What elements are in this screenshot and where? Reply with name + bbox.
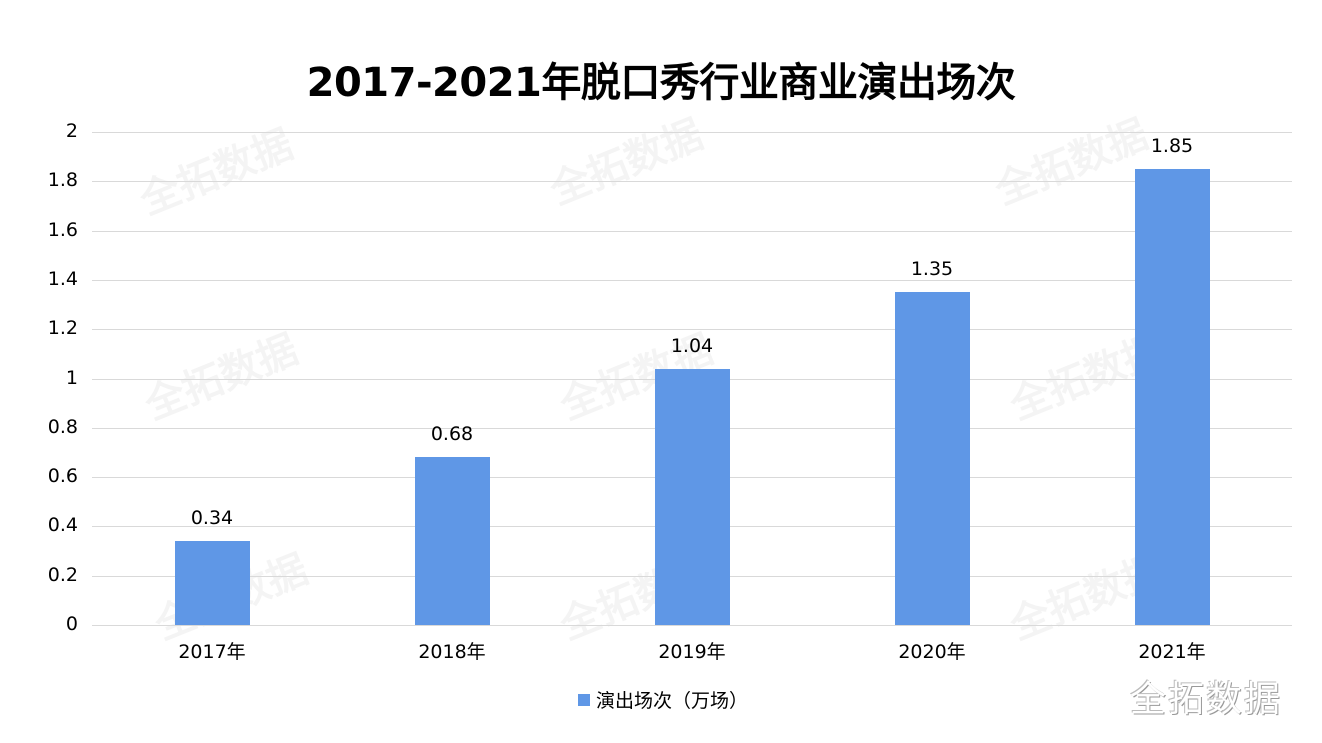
x-tick-label: 2018年	[418, 641, 486, 663]
x-tick-label: 2017年	[178, 641, 246, 663]
data-label: 1.04	[670, 334, 714, 357]
y-tick-label: 2	[65, 120, 78, 142]
plot-area: 0.34 0.68 1.04 1.35 1.85	[92, 132, 1292, 626]
gridline	[92, 132, 1292, 133]
gridline	[92, 279, 1292, 281]
data-label: 0.34	[190, 507, 234, 530]
y-tick-label: 1.6	[47, 218, 78, 241]
y-tick-label: 0.8	[47, 415, 78, 438]
gridline	[92, 625, 1292, 626]
y-tick-label: 0.2	[47, 563, 78, 586]
y-tick-label: 0.4	[47, 514, 78, 537]
x-tick-label: 2020年	[898, 641, 966, 663]
y-tick-label: 1.8	[47, 169, 78, 192]
gridline	[92, 230, 1292, 232]
x-tick-label: 2019年	[658, 641, 726, 663]
legend-label: 演出场次（万场）	[596, 690, 749, 712]
chart-title: 2017-2021年脱口秀行业商业演出场次	[306, 60, 1016, 106]
gridline	[92, 329, 1292, 331]
data-label: 1.35	[910, 258, 954, 281]
data-label: 0.68	[430, 423, 474, 446]
bar	[654, 368, 730, 625]
legend-swatch	[578, 693, 590, 706]
bar	[414, 457, 490, 625]
x-tick-label: 2021年	[1138, 641, 1206, 663]
data-label: 1.85	[1150, 134, 1194, 157]
y-tick-label: 1	[65, 366, 78, 389]
y-tick-label: 1.2	[47, 317, 78, 340]
y-tick-label: 0	[65, 613, 78, 635]
brand-logo: 全拓数据	[1130, 679, 1283, 720]
gridline	[92, 181, 1292, 183]
bar	[174, 541, 250, 625]
bar	[1134, 168, 1210, 625]
bar	[894, 292, 970, 625]
y-tick-label: 1.4	[47, 267, 78, 290]
y-tick-label: 0.6	[47, 465, 78, 488]
legend: 演出场次（万场）	[578, 686, 748, 713]
